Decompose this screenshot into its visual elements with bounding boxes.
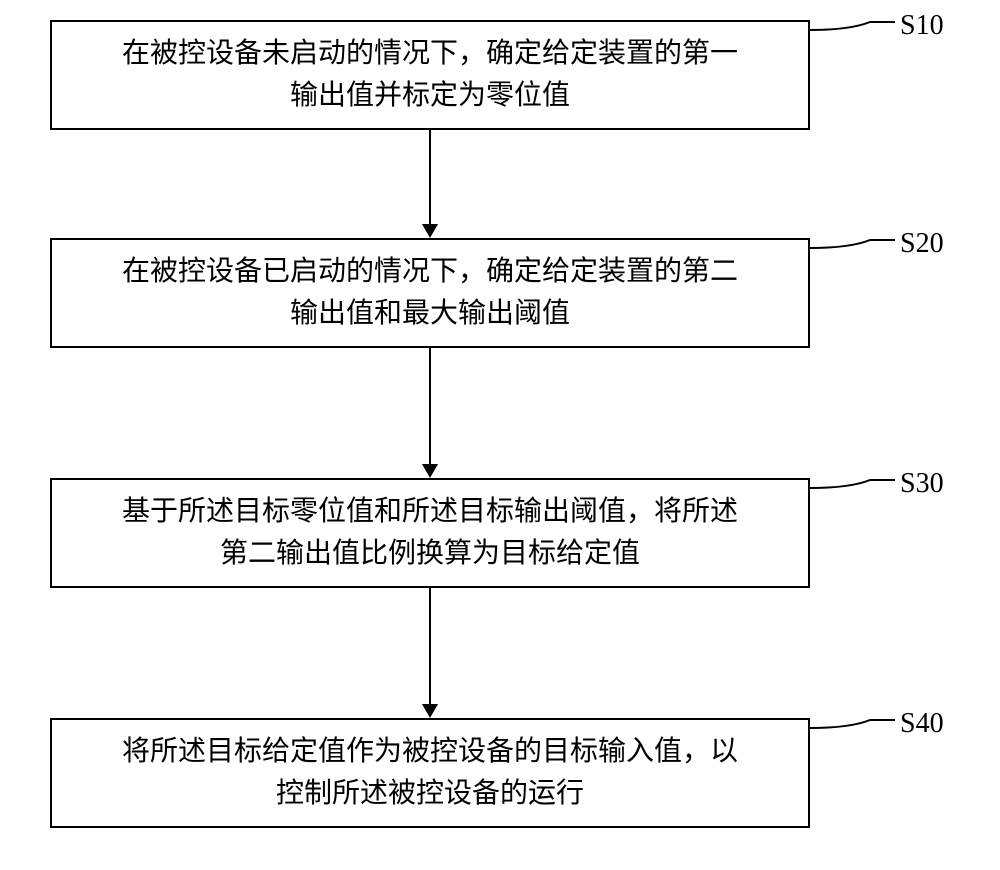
flow-step-text: 将所述目标给定值作为被控设备的目标输入值，以 控制所述被控设备的运行 [122, 731, 738, 815]
text-line-1: 在被控设备未启动的情况下，确定给定装置的第一 [122, 38, 738, 69]
label-connector-s20 [810, 238, 900, 268]
flow-step-s30: 基于所述目标零位值和所述目标输出阈值，将所述 第二输出值比例换算为目标给定值 [50, 478, 810, 588]
flow-step-text: 在被控设备未启动的情况下，确定给定装置的第一 输出值并标定为零位值 [122, 33, 738, 117]
flow-step-text: 基于所述目标零位值和所述目标输出阈值，将所述 第二输出值比例换算为目标给定值 [122, 491, 738, 575]
label-connector-s40 [810, 718, 900, 748]
flow-arrow [429, 130, 431, 224]
text-line-1: 将所述目标给定值作为被控设备的目标输入值，以 [122, 736, 738, 767]
flow-arrow [429, 348, 431, 464]
text-line-2: 第二输出值比例换算为目标给定值 [220, 538, 640, 569]
arrow-head-icon [422, 464, 438, 478]
step-label-s30: S30 [900, 468, 944, 500]
label-connector-s30 [810, 478, 900, 508]
text-line-2: 控制所述被控设备的运行 [276, 778, 584, 809]
flow-step-s20: 在被控设备已启动的情况下，确定给定装置的第二 输出值和最大输出阈值 [50, 238, 810, 348]
step-label-s40: S40 [900, 708, 944, 740]
step-label-s20: S20 [900, 228, 944, 260]
arrow-head-icon [422, 704, 438, 718]
text-line-2: 输出值和最大输出阈值 [290, 298, 570, 329]
flow-arrow [429, 588, 431, 704]
text-line-2: 输出值并标定为零位值 [290, 80, 570, 111]
label-connector-s10 [810, 20, 900, 50]
flow-step-s10: 在被控设备未启动的情况下，确定给定装置的第一 输出值并标定为零位值 [50, 20, 810, 130]
step-label-s10: S10 [900, 10, 944, 42]
text-line-1: 基于所述目标零位值和所述目标输出阈值，将所述 [122, 496, 738, 527]
arrow-head-icon [422, 224, 438, 238]
flow-step-text: 在被控设备已启动的情况下，确定给定装置的第二 输出值和最大输出阈值 [122, 251, 738, 335]
text-line-1: 在被控设备已启动的情况下，确定给定装置的第二 [122, 256, 738, 287]
flow-step-s40: 将所述目标给定值作为被控设备的目标输入值，以 控制所述被控设备的运行 [50, 718, 810, 828]
